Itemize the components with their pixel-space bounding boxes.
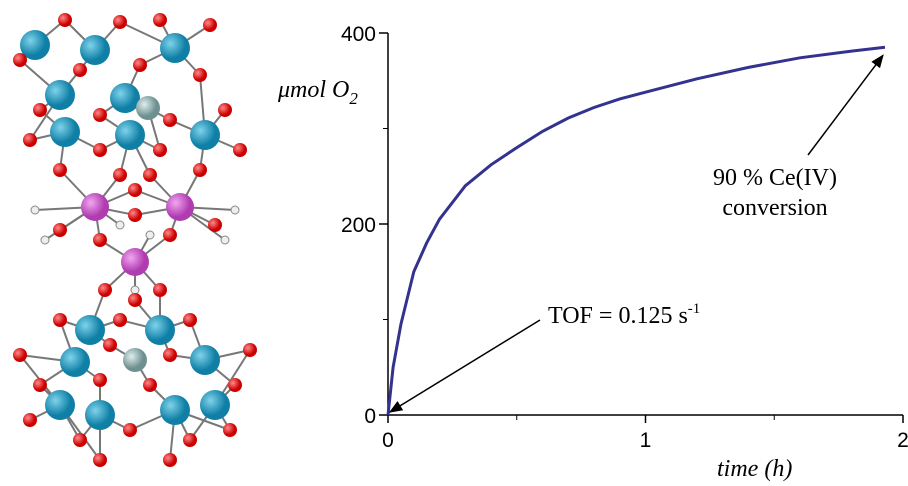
hydrogen-atom <box>41 236 49 244</box>
silicon-atom <box>136 96 160 120</box>
oxygen-atom <box>223 423 237 437</box>
annotation: 90 % Ce(IV) <box>713 165 837 191</box>
oxygen-atom <box>73 63 87 77</box>
x-tick-label: 2 <box>897 429 908 452</box>
oxygen-atom <box>128 293 142 307</box>
oxygen-atom <box>163 228 177 242</box>
tungsten-atom <box>200 390 230 420</box>
oxygen-atom <box>128 183 142 197</box>
tungsten-atom <box>190 345 220 375</box>
oxygen-atom <box>123 423 137 437</box>
oxygen-atom <box>23 133 37 147</box>
y-axis-label-subscript: 2 <box>349 89 358 108</box>
oxygen-atom <box>93 453 107 467</box>
tungsten-atom <box>115 120 145 150</box>
hydrogen-atom <box>31 206 39 214</box>
oxygen-atom <box>183 313 197 327</box>
oxygen-atom <box>163 348 177 362</box>
tungsten-atom <box>110 83 140 113</box>
hydrogen-atom <box>221 236 229 244</box>
tungsten-atom <box>45 390 75 420</box>
oxygen-atom <box>233 143 247 157</box>
silicon-atom <box>123 348 147 372</box>
oxygen-atom <box>13 348 27 362</box>
tungsten-atom <box>45 80 75 110</box>
annotation: TOF = 0.125 s-1 <box>548 301 700 329</box>
annotation-arrow <box>808 55 883 155</box>
oxygen-atom <box>13 53 27 67</box>
figure: 0200400012μmol O2time (h)TOF = 0.125 s-1… <box>0 0 908 486</box>
oxygen-atom <box>143 378 157 392</box>
x-tick-label: 1 <box>640 429 652 452</box>
annotation-text: TOF = 0.125 s <box>548 303 688 329</box>
oxygen-atom <box>153 13 167 27</box>
hydrogen-atom <box>146 231 154 239</box>
y-tick-label: 400 <box>341 23 376 46</box>
tungsten-atom <box>160 395 190 425</box>
y-axis-label: μmol O2 <box>277 77 358 108</box>
oxygen-atom <box>58 13 72 27</box>
oxygen-atom <box>163 453 177 467</box>
metal-atom <box>121 248 149 276</box>
hydrogen-atom <box>131 286 139 294</box>
oxygen-atom <box>228 378 242 392</box>
oxygen-atom <box>33 378 47 392</box>
annotation: conversion <box>722 195 827 221</box>
oxygen-atom <box>208 218 222 232</box>
hydrogen-atom <box>231 206 239 214</box>
oxygen-atom <box>193 163 207 177</box>
tungsten-atom <box>75 315 105 345</box>
molecule <box>13 13 257 467</box>
oxygen-atom <box>73 433 87 447</box>
oxygen-atom <box>113 15 127 29</box>
oxygen-atom <box>33 103 47 117</box>
tungsten-atom <box>85 400 115 430</box>
oxygen-atom <box>93 233 107 247</box>
oxygen-atom <box>93 373 107 387</box>
annotation-superscript: -1 <box>688 301 701 317</box>
tungsten-atom <box>60 347 90 377</box>
oxygen-atom <box>163 113 177 127</box>
annotation-arrow <box>390 320 540 412</box>
oxygen-atom <box>203 18 217 32</box>
oxygen-atom <box>218 103 232 117</box>
oxygen-atom <box>143 168 157 182</box>
y-tick-label: 200 <box>341 214 376 237</box>
tungsten-atom <box>80 35 110 65</box>
oxygen-atom <box>53 163 67 177</box>
y-tick-label: 0 <box>364 405 376 428</box>
oxygen-atom <box>93 143 107 157</box>
oxygen-atom <box>53 313 67 327</box>
oxygen-atom <box>113 168 127 182</box>
x-tick-label: 0 <box>382 429 394 452</box>
metal-atom <box>166 193 194 221</box>
oxygen-atom <box>153 143 167 157</box>
oxygen-atom <box>128 208 142 222</box>
oxygen-atom <box>23 413 37 427</box>
oxygen-atom <box>133 58 147 72</box>
hydrogen-atom <box>116 221 124 229</box>
oxygen-atom <box>113 313 127 327</box>
tungsten-atom <box>160 33 190 63</box>
y-axis-label-text: μmol O <box>277 77 349 103</box>
oxygen-atom <box>243 343 257 357</box>
tungsten-atom <box>190 120 220 150</box>
oxygen-atom <box>98 283 112 297</box>
tungsten-atom <box>50 117 80 147</box>
oxygen-atom <box>103 338 117 352</box>
oxygen-atom <box>153 283 167 297</box>
oxygen-atom <box>193 68 207 82</box>
oxygen-atom <box>93 108 107 122</box>
oxygen-atom <box>53 223 67 237</box>
x-axis-label: time (h) <box>717 456 792 482</box>
oxygen-atom <box>183 433 197 447</box>
metal-atom <box>81 193 109 221</box>
data-line <box>388 47 885 415</box>
tungsten-atom <box>145 315 175 345</box>
